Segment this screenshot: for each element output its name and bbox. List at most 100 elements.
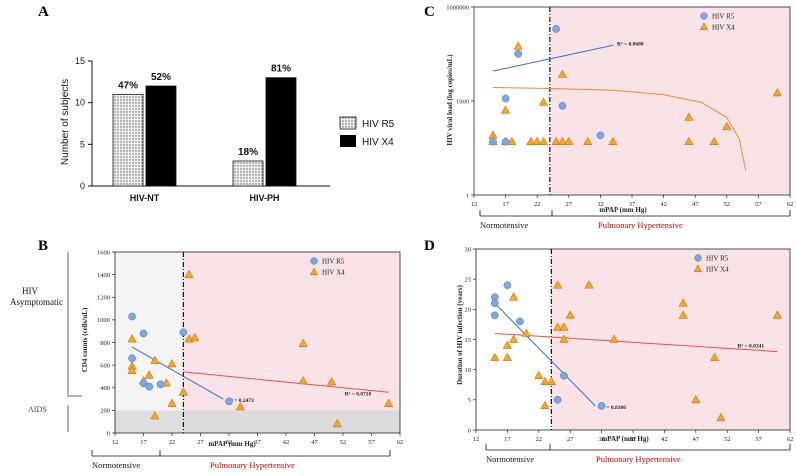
panel-a-bar-hiv-x4-hiv-nt (145, 85, 177, 187)
x4-point (383, 398, 394, 407)
panel-d-pulmonary-hypertensive-label: Pulmonary Hypertensive (596, 454, 681, 464)
r5-point (501, 137, 510, 146)
x-tick-label: 32 (598, 436, 605, 443)
panel-a-bar-data-label: 47% (118, 80, 138, 91)
x4-point (521, 328, 531, 337)
x4-point (127, 365, 137, 375)
r5-point (139, 379, 148, 388)
y-tick-label: 800 (100, 340, 110, 347)
x4-point (144, 370, 154, 379)
x4-point (509, 334, 519, 343)
x4-point (609, 334, 619, 343)
y-tick-label: 1 (466, 192, 469, 199)
x4-point (509, 292, 519, 301)
x-tick-label: 62 (787, 201, 794, 208)
x-tick-label: 57 (755, 201, 762, 208)
r5-point (553, 395, 562, 404)
panel-a-bars: 47% 52% 18% 81% (112, 64, 297, 187)
panel-a-y-tick-label: 10 (75, 98, 85, 108)
aids-label: AIDS (28, 405, 47, 414)
x4-point (564, 136, 574, 146)
panel-b-letter: B (38, 238, 48, 254)
x4-point (167, 398, 177, 407)
panel-a-bar-data-label: 81% (271, 64, 291, 75)
panel-a-bar-data-label: 52% (151, 72, 171, 83)
x-tick-label: 27 (567, 436, 574, 443)
x-tick-label: 42 (283, 439, 290, 446)
r5-point (128, 312, 136, 321)
panel-a: A Number of subjects 0 5 10 15 47% 52% 18% 81%… (38, 4, 395, 203)
x-tick-label: 57 (755, 436, 762, 443)
legend-x4-label: HIV X4 (712, 24, 735, 32)
panel-a-y-tick-label: 5 (80, 139, 85, 149)
x4-point (532, 136, 542, 146)
panel-d-letter: D (424, 238, 435, 254)
x4-point (500, 105, 511, 114)
x-tick-label: 37 (254, 439, 261, 446)
r5-point (596, 131, 605, 140)
r5-point (558, 102, 567, 110)
r5-point (503, 281, 512, 290)
x-tick-label: 62 (787, 436, 794, 443)
x4-point (538, 97, 549, 106)
x-tick-label: 12 (112, 439, 119, 446)
panel-a-letter: A (38, 4, 49, 20)
x-tick-label: 12 (473, 436, 480, 443)
r5-point (490, 299, 499, 308)
panel-a-y-axis-label: Number of subjects (60, 79, 71, 165)
x4-point (691, 394, 701, 404)
x-tick-label: 47 (311, 439, 318, 446)
ph-region (183, 252, 400, 433)
ph-region (549, 7, 790, 195)
panel-d: D Duration of HIV infection (years) 12 17… (424, 238, 793, 464)
x-tick-label: 62 (397, 439, 404, 446)
panel-c-normotensive-label: Normotensive (480, 220, 528, 230)
x4-point (538, 136, 549, 146)
panel-c-pulmonary-hypertensive-label: Pulmonary Hypertensive (598, 220, 683, 230)
x4-point (559, 322, 569, 331)
x4-point (678, 298, 688, 307)
x4-point (551, 136, 561, 146)
panel-a-bar-hiv-r5-hiv-ph (232, 160, 264, 187)
x-tick-label: 57 (368, 439, 375, 446)
r5-point (516, 317, 524, 326)
y-tick-label: 1000000 (446, 4, 469, 11)
panel-c: C HIV viral load (log copies/mL) 12 17 22 2… (424, 4, 793, 230)
panel-a-y-tick-label: 15 (75, 56, 85, 66)
x-tick-label: 37 (630, 436, 637, 443)
x-tick-label: 32 (597, 201, 604, 208)
y-tick-label: 25 (465, 276, 472, 283)
x4-point (502, 352, 513, 361)
legend-r5-marker (700, 12, 708, 20)
x-tick-label: 42 (660, 201, 667, 208)
x4-point (534, 370, 544, 379)
panel-a-category-label: HIV-PH (249, 193, 279, 203)
x4-point (184, 269, 194, 278)
x4-point (546, 376, 556, 385)
x4-point (557, 69, 568, 78)
r5-trend-line (492, 44, 614, 72)
x4-point (167, 358, 177, 368)
legend-r5-label: HIV R5 (322, 258, 345, 266)
x4-point (678, 310, 688, 319)
x4-point (557, 136, 568, 146)
x4-point (540, 376, 550, 385)
x4-r2-label: R² = 0.0241 (737, 344, 764, 350)
x-tick-label: 22 (169, 439, 176, 446)
panel-b-pulmonary-hypertensive-label: Pulmonary Hypertensive (210, 460, 295, 470)
x-tick-label: 47 (693, 436, 700, 443)
y-tick-label: 1600 (97, 249, 110, 256)
r5-point (139, 329, 148, 338)
legend-x4-label: HIV X4 (706, 266, 729, 274)
r5-r2-label: R² = 0.2473 (227, 398, 254, 404)
r5-point (128, 354, 136, 363)
x4-r2-label: R² = 0.0718 (345, 391, 372, 397)
x4-point (150, 411, 160, 420)
panel-a-bar-hiv-r5-hiv-nt (112, 93, 144, 187)
panel-c-y-axis-label: HIV viral load (log copies/mL) (446, 54, 454, 146)
panel-c-letter: C (424, 4, 435, 20)
x4-point (178, 387, 189, 396)
y-tick-label: 15 (465, 337, 472, 344)
x4-point (772, 87, 782, 97)
